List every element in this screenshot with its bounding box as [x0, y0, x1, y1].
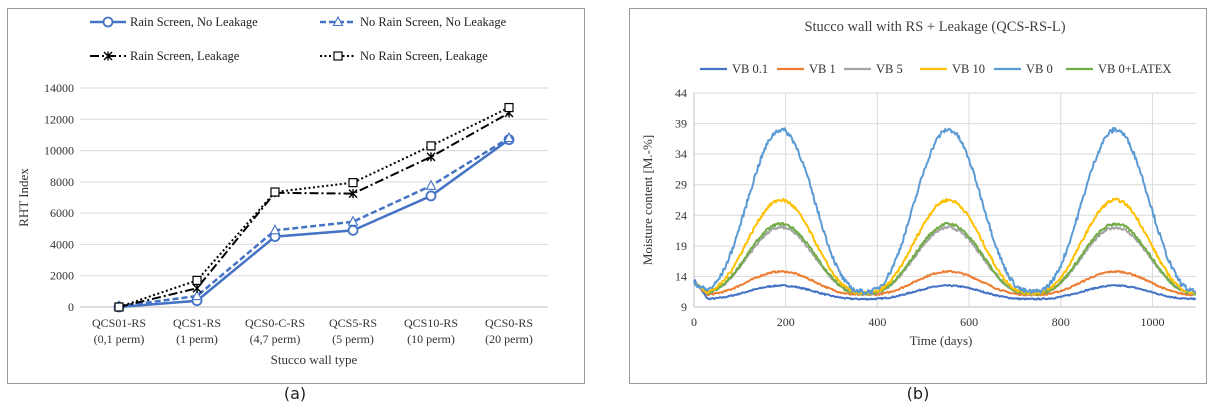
legend-item: VB 0.1: [700, 62, 768, 76]
y-tick-label: 8000: [50, 175, 74, 189]
data-point: [269, 224, 281, 235]
legend-label: VB 0.1: [732, 62, 768, 76]
x-axis-title: Time (days): [910, 333, 973, 348]
x-tick-label: QCS5-RS: [329, 316, 377, 330]
y-tick-label: 19: [675, 239, 687, 253]
series-line-3: [693, 197, 1197, 296]
legend-label: Rain Screen, Leakage: [130, 49, 240, 63]
legend-marker: [332, 15, 344, 27]
data-point: [270, 187, 280, 197]
y-tick-label: 4000: [50, 237, 74, 251]
legend-item: VB 1: [777, 62, 836, 76]
x-tick-label: 600: [960, 315, 978, 329]
series-3: [114, 102, 514, 312]
caption-a: (a): [283, 384, 307, 403]
y-tick-label: 9: [681, 300, 687, 314]
data-point: [191, 289, 203, 301]
data-point: [425, 179, 437, 190]
legend-item: VB 5: [844, 62, 903, 76]
legend-label: No Rain Screen, Leakage: [360, 49, 488, 63]
series-line: [118, 136, 510, 308]
data-point: [426, 152, 436, 162]
legend-marker: [103, 51, 113, 61]
series-line-4: [693, 127, 1197, 295]
legend-item: VB 10: [920, 62, 985, 76]
y-tick-label: 10000: [44, 144, 74, 158]
x-tick-label: (10 perm): [407, 332, 455, 346]
legend-label: VB 10: [952, 62, 985, 76]
legend-item: Rain Screen, Leakage: [90, 49, 240, 63]
x-tick-label: QCS01-RS: [92, 316, 146, 330]
caption-b: (b): [906, 384, 930, 403]
chart-a-frame: 0 2000 4000 6000 8000 10000 12000 14000 QCS01-RS…: [7, 8, 585, 384]
x-axis-title: Stucco wall type: [271, 352, 358, 367]
legend-item: VB 0: [994, 62, 1053, 76]
legend-label: VB 5: [876, 62, 903, 76]
y-tick-label: 24: [675, 208, 687, 222]
data-point: [425, 190, 437, 202]
x-tick-label: (1 perm): [176, 332, 218, 346]
data-point: [426, 141, 436, 151]
y-axis-title: RHT Index: [16, 168, 31, 227]
legend-item: No Rain Screen, No Leakage: [320, 15, 507, 29]
y-axis-title: Moisture content [M.-%]: [640, 135, 655, 265]
y-tick-label: 29: [675, 178, 687, 192]
chart-a: 0 2000 4000 6000 8000 10000 12000 14000 QCS01-RS…: [16, 15, 548, 367]
data-point: [192, 283, 202, 293]
y-tick-label: 44: [675, 86, 687, 100]
series-line-2: [693, 225, 1197, 296]
series-line: [118, 138, 510, 309]
legend-marker: [102, 16, 114, 28]
x-tick-label: 1000: [1140, 315, 1164, 329]
y-tick-label: 39: [675, 117, 687, 131]
x-tick-label: (20 perm): [485, 332, 533, 346]
data-point: [347, 215, 359, 226]
y-tick-label: 34: [675, 147, 687, 161]
data-point: [192, 275, 202, 286]
y-tick-label: 0: [68, 300, 74, 314]
series-1: [113, 131, 515, 311]
y-tick-label: 14: [675, 269, 687, 283]
series-line-1: [693, 269, 1197, 297]
series-line: [118, 106, 510, 308]
x-tick-label: (5 perm): [332, 332, 374, 346]
data-point: [347, 224, 359, 236]
x-tick-label: QCS0-C-RS: [245, 316, 305, 330]
legend-label: VB 0+LATEX: [1098, 62, 1171, 76]
x-tick-label: (4,7 perm): [250, 332, 301, 346]
series-2: [114, 108, 514, 312]
y-tick-label: 2000: [50, 269, 74, 283]
series-line-0: [693, 279, 1197, 301]
legend-marker: [333, 51, 343, 61]
chart-title: Stucco wall with RS + Leakage (QCS-RS-L): [804, 19, 1065, 35]
legend-label: Rain Screen, No Leakage: [130, 15, 258, 29]
x-tick-label: 0: [691, 315, 697, 329]
data-point: [114, 302, 124, 312]
x-tick-label: QCS10-RS: [404, 316, 458, 330]
legend-label: VB 0: [1026, 62, 1053, 76]
data-point: [348, 189, 358, 199]
x-tick-label: 400: [868, 315, 886, 329]
legend-label: No Rain Screen, No Leakage: [360, 15, 507, 29]
series-line: [118, 112, 510, 308]
series-0: [113, 134, 515, 313]
data-point: [503, 131, 515, 143]
y-tick-label: 12000: [44, 112, 74, 126]
x-tick-label: (0,1 perm): [94, 332, 145, 346]
legend-item: Rain Screen, No Leakage: [90, 15, 258, 29]
data-point: [504, 102, 514, 113]
x-tick-label: QCS1-RS: [173, 316, 221, 330]
x-tick-label: 200: [777, 315, 795, 329]
data-point: [348, 178, 358, 188]
chart-b-frame: Stucco wall with RS + Leakage (QCS-RS-L)…: [629, 8, 1207, 384]
x-tick-label: QCS0-RS: [485, 316, 533, 330]
y-tick-label: 14000: [44, 81, 74, 95]
y-tick-label: 6000: [50, 206, 74, 220]
legend-item: No Rain Screen, Leakage: [320, 49, 488, 63]
x-tick-label: 800: [1052, 315, 1070, 329]
series-line-5: [693, 221, 1197, 296]
chart-b: Stucco wall with RS + Leakage (QCS-RS-L)…: [640, 19, 1197, 348]
legend-item: VB 0+LATEX: [1066, 62, 1171, 76]
legend-label: VB 1: [809, 62, 836, 76]
